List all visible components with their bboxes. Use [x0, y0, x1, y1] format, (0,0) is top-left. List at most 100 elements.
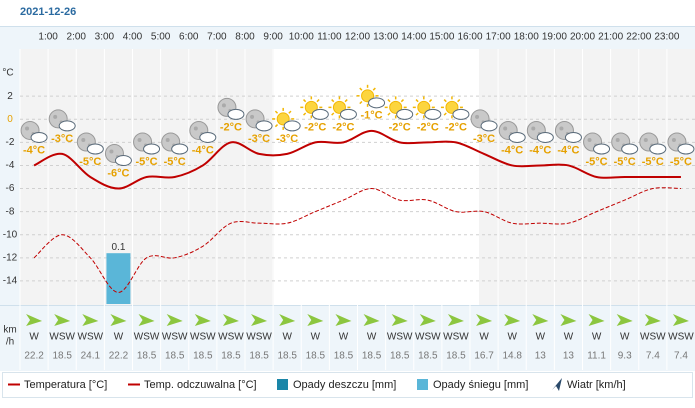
x-tick-label: 15:00 — [429, 32, 454, 43]
wind-arrow — [504, 314, 521, 326]
sun-ray — [443, 99, 447, 103]
wind-direction: WSW — [162, 332, 188, 343]
cloud — [227, 108, 245, 120]
x-tick-label: 19:00 — [542, 32, 567, 43]
y-tick-label: -14 — [3, 276, 18, 287]
y-tick-label: 2 — [7, 91, 13, 102]
moon-crater — [109, 149, 114, 154]
weather-icon — [554, 120, 582, 143]
precip-bar — [106, 253, 131, 304]
wind-direction: WSW — [668, 332, 694, 343]
sun-ray — [344, 99, 348, 103]
moon-crater — [559, 126, 564, 131]
moon-crater — [81, 138, 86, 142]
wind-arrow — [54, 314, 71, 326]
wind-arrow — [391, 314, 408, 326]
sun-ray — [316, 99, 320, 103]
moon-crater — [671, 138, 676, 142]
sun-ray — [331, 112, 335, 116]
temperature-label: -3°C — [248, 133, 270, 145]
sun-ray — [428, 99, 433, 103]
temperature-label: -5°C — [136, 156, 158, 168]
weather-icon — [498, 120, 526, 143]
sun-ray — [372, 87, 376, 91]
x-tick-label: 3:00 — [95, 32, 115, 43]
temperature-label: -2°C — [389, 121, 411, 133]
wind-speed: 7.4 — [674, 351, 688, 362]
wind-direction: W — [311, 332, 321, 343]
moon-crater — [193, 126, 198, 131]
wind-arrow — [672, 314, 689, 326]
wind-arrow — [279, 314, 296, 326]
temperature-label: -6°C — [107, 167, 129, 179]
sun-ray — [274, 124, 279, 128]
wind-speed: 13 — [563, 351, 575, 362]
day-area — [274, 49, 479, 305]
x-tick-label: 5:00 — [151, 32, 171, 43]
weather-icon — [272, 107, 301, 132]
wind-speed: 18.5 — [52, 351, 72, 362]
weather-icon — [217, 97, 245, 120]
sun — [417, 100, 431, 114]
wind-unit: /h — [6, 337, 14, 348]
legend-label: Wiatr [km/h] — [567, 379, 626, 391]
wind-arrow — [476, 314, 493, 326]
weather-icon — [48, 109, 76, 132]
wind-direction: WSW — [415, 332, 441, 343]
x-tick-label: 6:00 — [179, 32, 199, 43]
wind-direction: W — [29, 332, 39, 343]
wind-speed: 18.5 — [446, 351, 466, 362]
weather-icon — [328, 96, 357, 120]
sun — [276, 112, 290, 126]
temperature-label: -5°C — [614, 156, 636, 168]
cloud — [311, 108, 329, 120]
temperature-line — [33, 129, 681, 190]
moon-crater — [587, 138, 592, 142]
wind-speed: 22.2 — [109, 351, 129, 362]
wind-speed: 18.5 — [418, 351, 438, 362]
wind-arrow — [335, 314, 352, 326]
wind-direction: W — [507, 332, 517, 343]
weather-icon — [583, 132, 611, 155]
wind-arrow — [26, 314, 43, 326]
wind-arrow — [307, 314, 324, 326]
x-tick-label: 23:00 — [654, 32, 679, 43]
cloud — [424, 108, 442, 120]
sun-ray — [415, 112, 419, 116]
temperature-label: -5°C — [642, 156, 664, 168]
moon-crater — [25, 126, 30, 131]
weather-icon — [639, 132, 667, 155]
temperature-label: -4°C — [501, 144, 523, 156]
legend-box — [2, 372, 693, 398]
temperature-label: -2°C — [220, 121, 242, 133]
wind-unit: km — [3, 325, 16, 336]
y-tick-label: 0 — [7, 114, 13, 125]
moon-crater — [643, 138, 648, 142]
temperature-label: -4°C — [192, 144, 214, 156]
feels-like-line — [33, 187, 681, 293]
temperature-label: -2°C — [304, 121, 326, 133]
moon-crater — [137, 138, 142, 142]
moon-crater — [615, 138, 620, 142]
wind-arrow — [560, 314, 577, 326]
legend-label: Opady deszczu [mm] — [293, 379, 396, 391]
cloud — [368, 97, 386, 109]
legend-swatch — [417, 379, 428, 390]
wind-direction: WSW — [190, 332, 216, 343]
moon-crater — [53, 114, 58, 119]
weather-icon — [440, 96, 470, 120]
cloud — [621, 143, 639, 155]
legend-label: Opady śniegu [mm] — [433, 379, 528, 391]
wind-speed: 18.5 — [249, 351, 269, 362]
temperature-label: -5°C — [670, 156, 692, 168]
sun — [304, 100, 318, 114]
sun — [332, 100, 346, 114]
x-tick-label: 9:00 — [263, 32, 283, 43]
wind-direction: WSW — [640, 332, 666, 343]
layer: 1:00 2:00 3:00 4:00 5:00 6:00 7:00 8:00 9:00 10:0… — [2, 32, 695, 391]
weather-icon — [245, 109, 273, 132]
sun-ray — [359, 87, 363, 91]
moon-crater — [221, 103, 226, 108]
wind-arrow — [419, 314, 436, 326]
cloud — [255, 120, 273, 132]
